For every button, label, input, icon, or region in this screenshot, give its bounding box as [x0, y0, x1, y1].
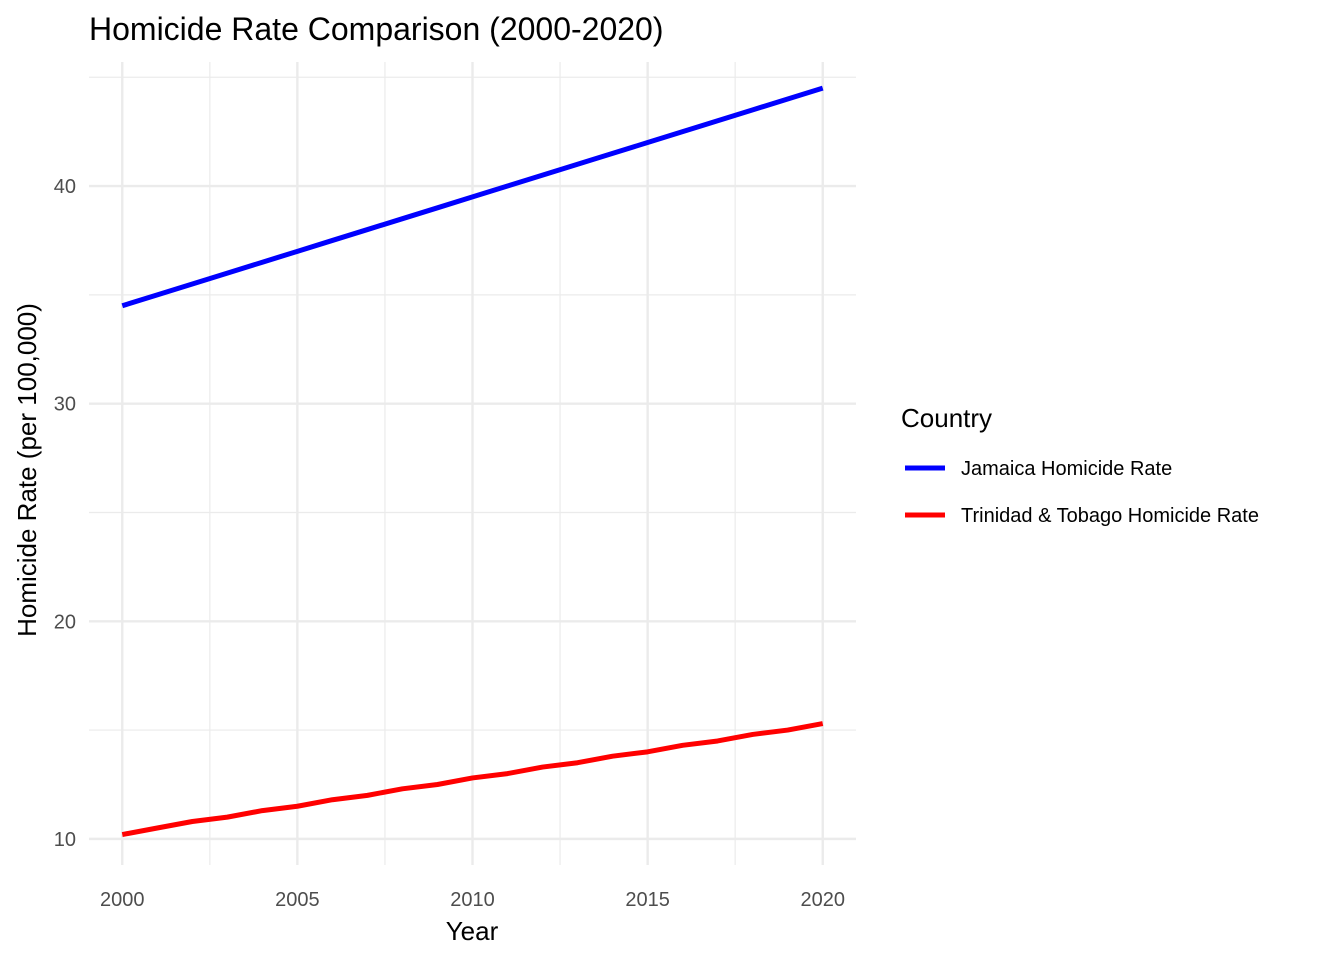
y-axis-ticks: 10 20 30 40: [54, 176, 76, 851]
series-line-2: [121, 721, 824, 837]
x-axis-title: Year: [446, 916, 499, 946]
x-axis-ticks: 2000 2005 2010 2015 2020: [100, 889, 845, 911]
y-tick-label: 40: [54, 176, 76, 198]
x-tick-label: 2005: [275, 889, 320, 911]
y-tick-label: 20: [54, 611, 76, 633]
chart-title: Homicide Rate Comparison (2000-2020): [89, 11, 664, 47]
series-lines: [121, 85, 824, 837]
y-tick-label: 30: [54, 394, 76, 416]
grid-major: [89, 62, 856, 865]
x-tick-label: 2020: [800, 889, 845, 911]
series-line-1: [121, 85, 824, 309]
x-tick-label: 2015: [625, 889, 670, 911]
x-tick-label: 2000: [100, 889, 145, 911]
legend-title: Country: [901, 403, 992, 433]
y-axis-title: Homicide Rate (per 100,000): [12, 303, 42, 637]
legend-label-1: Jamaica Homicide Rate: [961, 458, 1172, 480]
legend: Country Jamaica Homicide Rate Trinidad & …: [901, 403, 1259, 527]
y-tick-label: 10: [54, 829, 76, 851]
legend-items: Jamaica Homicide Rate Trinidad & Tobago H…: [905, 458, 1259, 527]
x-tick-label: 2010: [450, 889, 495, 911]
legend-label-2: Trinidad & Tobago Homicide Rate: [961, 505, 1259, 527]
